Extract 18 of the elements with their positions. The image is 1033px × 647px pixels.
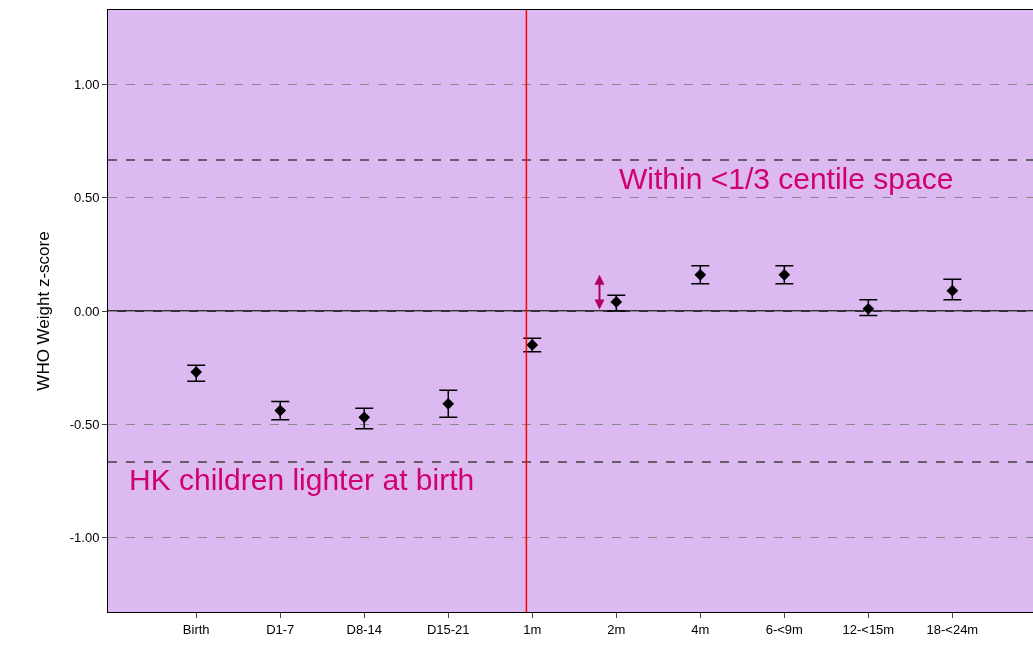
annotation: Within <1/3 centile space bbox=[619, 162, 954, 195]
x-tick-label: 6-<9m bbox=[765, 621, 803, 637]
x-tick-label: D15-21 bbox=[426, 621, 470, 637]
y-tick-label: -1.00 bbox=[69, 529, 100, 545]
y-tick-label: 0.50 bbox=[74, 190, 100, 206]
y-tick-label: -0.50 bbox=[69, 416, 100, 432]
x-tick-label: Birth bbox=[182, 621, 210, 637]
y-axis-title: WHO Weight z-score bbox=[34, 231, 54, 391]
x-tick-label: 1m bbox=[523, 621, 542, 637]
x-tick-label: 2m bbox=[607, 621, 626, 637]
x-tick-label: 12-<15m bbox=[842, 621, 895, 637]
y-tick-label: 1.00 bbox=[74, 77, 100, 93]
x-tick-label: 4m bbox=[691, 621, 710, 637]
x-tick-label: D8-14 bbox=[346, 621, 382, 637]
y-tick-label: 0.00 bbox=[74, 303, 100, 319]
x-tick-label: D1-7 bbox=[266, 621, 295, 637]
annotation: HK children lighter at birth bbox=[129, 463, 475, 496]
x-tick-label: 18-<24m bbox=[926, 621, 979, 637]
